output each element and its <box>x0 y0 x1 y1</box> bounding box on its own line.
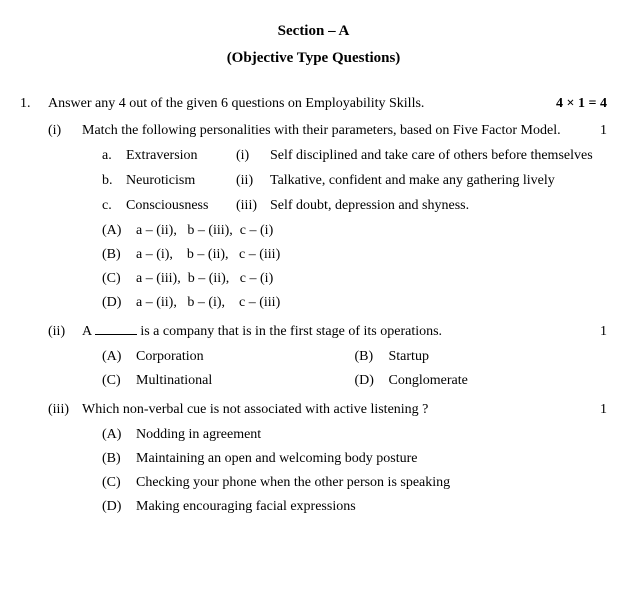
option-label: (D) <box>102 292 136 313</box>
match-row: c.Consciousness(iii)Self doubt, depressi… <box>82 195 607 216</box>
match-right-text: Self disciplined and take care of others… <box>270 145 607 166</box>
option-text: a – (ii), b – (i), c – (iii) <box>136 295 280 310</box>
option-text: Checking your phone when the other perso… <box>136 475 450 490</box>
option-text: Making encouraging facial expressions <box>136 499 356 514</box>
subquestions: (i) Match the following personalities wi… <box>48 120 607 517</box>
question-marks: 4 × 1 = 4 <box>543 93 607 114</box>
match-right-text: Self doubt, depression and shyness. <box>270 195 607 216</box>
question-number: 1. <box>20 93 48 114</box>
option-text: Nodding in agreement <box>136 427 261 442</box>
option-label: (B) <box>102 244 136 265</box>
sub-num: (i) <box>48 120 82 141</box>
match-left-text: Neuroticism <box>126 170 236 191</box>
question-1: 1. Answer any 4 out of the given 6 quest… <box>20 93 607 114</box>
option-text: a – (iii), b – (ii), c – (i) <box>136 271 273 286</box>
match-right-label: (i) <box>236 145 270 166</box>
match-left-label: c. <box>102 195 126 216</box>
option-text: Multinational <box>136 373 212 388</box>
option-label: (B) <box>102 448 136 469</box>
sub-num: (ii) <box>48 321 82 342</box>
option-label: (C) <box>102 268 136 289</box>
option-row: (C)Checking your phone when the other pe… <box>82 472 607 493</box>
sub-text: Match the following personalities with t… <box>82 120 587 141</box>
option-row: (C)a – (iii), b – (ii), c – (i) <box>82 268 607 289</box>
match-left-text: Consciousness <box>126 195 236 216</box>
option-label: (A) <box>102 424 136 445</box>
question-text: Answer any 4 out of the given 6 question… <box>48 93 543 114</box>
option-text: Conglomerate <box>389 373 468 388</box>
option-text: a – (i), b – (ii), c – (iii) <box>136 247 280 262</box>
section-subtitle: (Objective Type Questions) <box>20 47 607 70</box>
option-label: (D) <box>102 496 136 517</box>
option-row: (B)Maintaining an open and welcoming bod… <box>82 448 607 469</box>
option-label: (A) <box>102 220 136 241</box>
option-text: a – (ii), b – (iii), c – (i) <box>136 223 273 238</box>
option-label: (A) <box>102 346 136 367</box>
blank-pre: A <box>82 324 95 339</box>
blank-post: is a company that is in the first stage … <box>137 324 442 339</box>
sub-ii-options: (A)Corporation (B)Startup (C)Multinational… <box>82 346 607 391</box>
sub-marks: 1 <box>587 399 607 420</box>
match-left-text: Extraversion <box>126 145 236 166</box>
sub-num: (iii) <box>48 399 82 420</box>
match-left-label: a. <box>102 145 126 166</box>
sub-iii-options: (A)Nodding in agreement(B)Maintaining an… <box>82 424 607 517</box>
option-label: (C) <box>102 472 136 493</box>
option-label: (B) <box>355 346 389 367</box>
fill-blank <box>95 334 137 335</box>
section-title: Section – A <box>20 20 607 43</box>
match-right-label: (ii) <box>236 170 270 191</box>
match-right-text: Talkative, confident and make any gather… <box>270 170 607 191</box>
option-text: Maintaining an open and welcoming body p… <box>136 451 418 466</box>
option-row: (A)Nodding in agreement <box>82 424 607 445</box>
option-row: (B)a – (i), b – (ii), c – (iii) <box>82 244 607 265</box>
sub-i: (i) Match the following personalities wi… <box>48 120 607 141</box>
option-label: (C) <box>102 370 136 391</box>
match-right-label: (iii) <box>236 195 270 216</box>
sub-text: A is a company that is in the first stag… <box>82 321 587 342</box>
option-text: Startup <box>389 349 429 364</box>
sub-ii: (ii) A is a company that is in the first… <box>48 321 607 342</box>
sub-marks: 1 <box>587 321 607 342</box>
sub-text: Which non-verbal cue is not associated w… <box>82 399 587 420</box>
question-text-span: Answer any 4 out of the given 6 question… <box>48 96 424 111</box>
option-row: (C)Multinational (D)Conglomerate <box>82 370 607 391</box>
sub-i-content: a.Extraversion(i)Self disciplined and ta… <box>82 145 607 313</box>
match-row: b.Neuroticism(ii)Talkative, confident an… <box>82 170 607 191</box>
option-row: (D)a – (ii), b – (i), c – (iii) <box>82 292 607 313</box>
match-left-label: b. <box>102 170 126 191</box>
option-label: (D) <box>355 370 389 391</box>
sub-marks: 1 <box>587 120 607 141</box>
option-row: (A)Corporation (B)Startup <box>82 346 607 367</box>
match-row: a.Extraversion(i)Self disciplined and ta… <box>82 145 607 166</box>
option-text: Corporation <box>136 349 204 364</box>
option-row: (D)Making encouraging facial expressions <box>82 496 607 517</box>
option-row: (A)a – (ii), b – (iii), c – (i) <box>82 220 607 241</box>
sub-iii: (iii) Which non-verbal cue is not associ… <box>48 399 607 420</box>
